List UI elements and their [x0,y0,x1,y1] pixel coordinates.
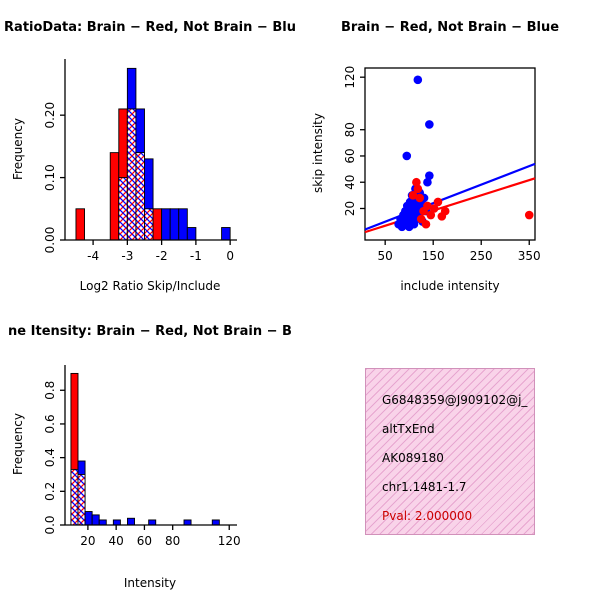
svg-text:0.8: 0.8 [43,381,57,400]
svg-text:0.2: 0.2 [43,482,57,501]
svg-text:60: 60 [343,148,357,163]
svg-text:20: 20 [80,534,95,548]
svg-text:150: 150 [422,249,445,263]
svg-text:-2: -2 [156,249,168,263]
svg-text:-3: -3 [121,249,133,263]
svg-text:60: 60 [137,534,152,548]
svg-text:50: 50 [378,249,393,263]
info-gene-id: G6848359@J909102@j_ [382,393,528,407]
svg-text:120: 120 [218,534,241,548]
hist-intensity-xlabel: Intensity [123,576,177,590]
info-pval: Pval: 2.000000 [382,509,473,523]
svg-text:80: 80 [343,122,357,137]
info-event-type: altTxEnd [382,422,435,436]
svg-text:250: 250 [470,249,493,263]
hist-ratio-ylabel: Frequency [11,118,25,180]
svg-text:-4: -4 [87,249,99,263]
scatter-ylabel: skip intensity [311,113,325,193]
svg-text:0: 0 [226,249,234,263]
svg-text:80: 80 [165,534,180,548]
hist-ratio-chart: -4 -3 -2 -1 0 0.00 0.10 0.20 [43,59,237,263]
svg-text:40: 40 [343,175,357,190]
scatter-title: Brain − Red, Not Brain − Blue [340,20,560,35]
hist-ratio-title: RatioData: Brain − Red, Not Brain − Blu [4,20,296,35]
hist-intensity-title: ne Itensity: Brain − Red, Not Brain − B [8,324,292,339]
svg-text:120: 120 [343,66,357,89]
scatter-xlabel: include intensity [400,279,500,293]
svg-text:-1: -1 [190,249,202,263]
svg-text:0.4: 0.4 [43,448,57,467]
info-accession: AK089180 [382,451,444,465]
svg-text:0.6: 0.6 [43,414,57,433]
svg-text:0.20: 0.20 [43,102,57,129]
info-locus: chr1.1481-1.7 [382,480,467,494]
svg-text:0.0: 0.0 [43,515,57,534]
hist-intensity-ylabel: Frequency [11,413,25,475]
svg-text:20: 20 [343,201,357,216]
svg-text:0.00: 0.00 [43,227,57,254]
hist-ratio-xlabel: Log2 Ratio Skip/Include [79,279,221,293]
svg-text:350: 350 [518,249,541,263]
gene-info-box: G6848359@J909102@j_ altTxEnd AK089180 ch… [365,368,535,535]
svg-text:40: 40 [109,534,124,548]
intensity-scatter-chart: 50 150 250 350 20 40 60 80 120 [343,66,541,263]
svg-text:0.10: 0.10 [43,164,57,191]
hist-intensity-chart: 20 40 60 80 120 0.0 0.2 0.4 0.6 0.8 [43,365,241,548]
